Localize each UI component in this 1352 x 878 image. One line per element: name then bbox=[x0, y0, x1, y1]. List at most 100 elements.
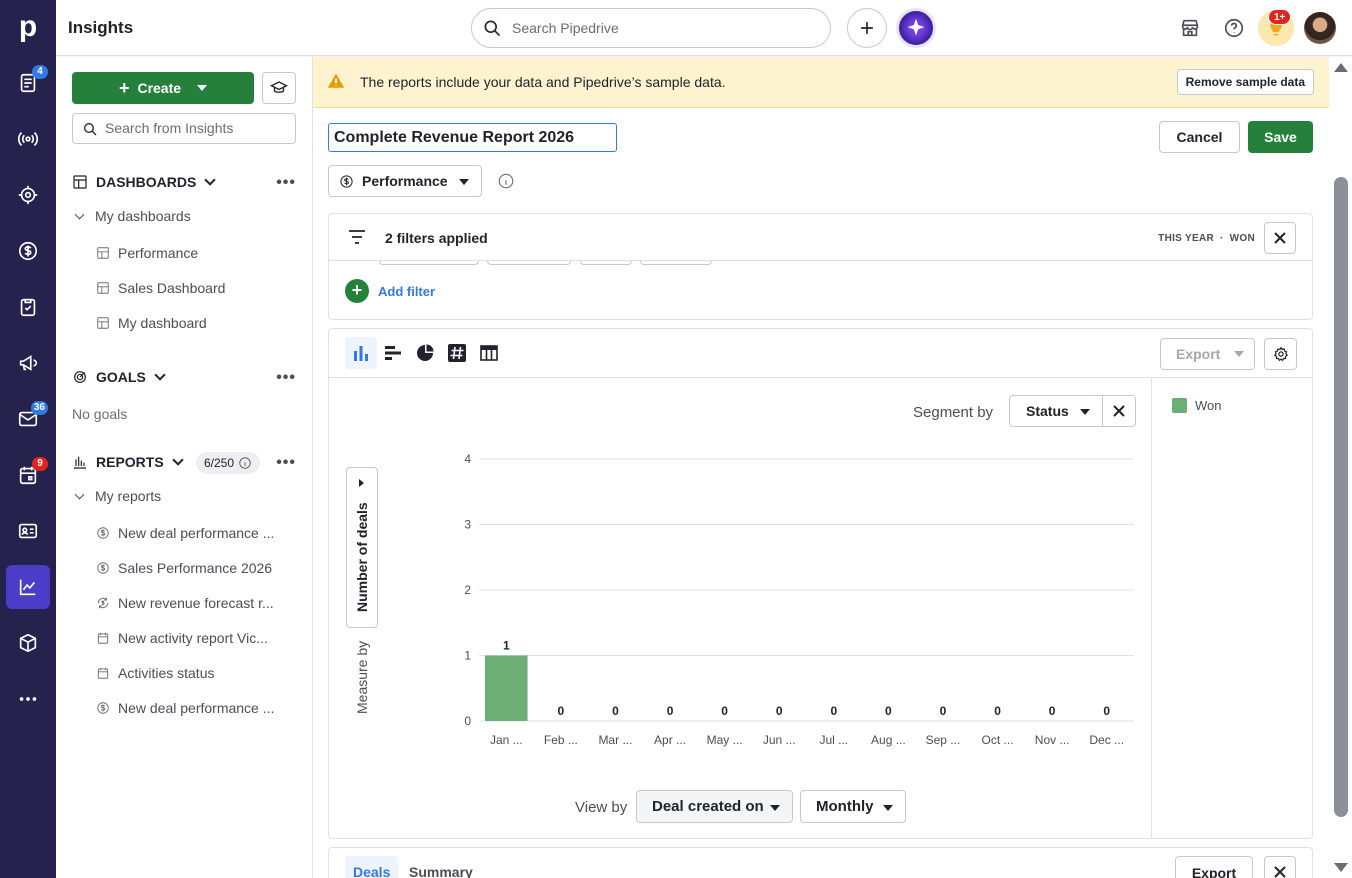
goals-section-header[interactable]: GOALS ••• bbox=[72, 367, 296, 387]
chart-type-bar[interactable] bbox=[377, 337, 409, 369]
rail-campaigns[interactable] bbox=[6, 341, 50, 385]
rail-deals-list[interactable]: 4 bbox=[6, 61, 50, 105]
goals-heading: GOALS bbox=[96, 369, 146, 385]
sidebar-item-dashboard[interactable]: Sales Dashboard bbox=[96, 273, 296, 303]
rail-more[interactable] bbox=[6, 677, 50, 721]
dashboards-section-header[interactable]: DASHBOARDS ••• bbox=[72, 172, 296, 192]
rail-mail[interactable]: 36 bbox=[6, 397, 50, 441]
table-export-button[interactable]: Export bbox=[1175, 856, 1253, 878]
top-bar: Insights Search Pipedrive 1+ bbox=[56, 0, 1352, 56]
rail-leads[interactable] bbox=[6, 117, 50, 161]
dollar-icon bbox=[340, 174, 353, 188]
scroll-thumb[interactable] bbox=[1334, 177, 1348, 817]
scroll-down-arrow-icon[interactable] bbox=[1334, 863, 1348, 872]
view-by-label: View by bbox=[575, 799, 628, 816]
sidebar-item-label: Performance bbox=[118, 245, 199, 261]
data-label: 0 bbox=[776, 704, 783, 718]
filter-panel-header[interactable]: 2 filters applied THIS YEAR · WON bbox=[329, 214, 1312, 261]
caret-down-icon bbox=[1234, 351, 1245, 357]
chart-type-table[interactable] bbox=[473, 337, 505, 369]
sidebar-item-report[interactable]: Activities status bbox=[96, 658, 296, 688]
info-icon[interactable] bbox=[497, 172, 515, 190]
target-icon bbox=[18, 185, 38, 205]
cancel-button[interactable]: Cancel bbox=[1159, 121, 1240, 153]
data-label: 1 bbox=[503, 639, 510, 653]
chevron-down-icon bbox=[204, 174, 217, 186]
add-filter-label: Add filter bbox=[378, 283, 436, 299]
sidebar-item-dashboard[interactable]: My dashboard bbox=[96, 308, 296, 338]
help-button[interactable] bbox=[1220, 14, 1248, 42]
sidebar-item-dashboard[interactable]: Performance bbox=[96, 238, 296, 268]
gear-icon bbox=[1273, 346, 1288, 362]
column-chart-icon bbox=[354, 346, 368, 361]
learn-button[interactable] bbox=[262, 72, 296, 104]
chart-settings-button[interactable] bbox=[1264, 338, 1297, 370]
my-dashboards-toggle[interactable]: My dashboards bbox=[74, 208, 191, 224]
ai-assistant-button[interactable] bbox=[896, 8, 936, 48]
rail-deals[interactable] bbox=[6, 229, 50, 273]
plus-icon: + bbox=[118, 77, 130, 98]
remove-sample-data-button[interactable]: Remove sample data bbox=[1176, 69, 1314, 95]
quick-add-button[interactable] bbox=[847, 8, 887, 48]
close-icon bbox=[1274, 866, 1286, 878]
x-tick-label: Jul ... bbox=[819, 733, 848, 747]
scroll-up-arrow-icon[interactable] bbox=[1334, 63, 1348, 72]
sidebar-item-report[interactable]: Sales Performance 2026 bbox=[96, 553, 296, 583]
banner-message: The reports include your data and Pipedr… bbox=[360, 74, 726, 90]
sidebar-item-report[interactable]: New activity report Vic... bbox=[96, 623, 296, 653]
x-tick-label: Feb ... bbox=[544, 733, 578, 747]
rail-calendar[interactable]: 9 bbox=[6, 453, 50, 497]
rail-activities[interactable] bbox=[6, 285, 50, 329]
my-reports-toggle[interactable]: My reports bbox=[74, 488, 161, 504]
close-results-button[interactable] bbox=[1264, 856, 1296, 878]
marketplace-button[interactable] bbox=[1176, 14, 1204, 42]
rail-target[interactable] bbox=[6, 173, 50, 217]
insights-search-input[interactable]: Search from Insights bbox=[72, 113, 296, 144]
goals-more-button[interactable]: ••• bbox=[276, 369, 296, 386]
chart-type-pie[interactable] bbox=[409, 337, 441, 369]
plus-circle-icon: + bbox=[345, 279, 369, 303]
pipedrive-logo[interactable]: p bbox=[18, 10, 38, 43]
interval-select[interactable]: Monthly bbox=[800, 790, 906, 823]
bar-chart-icon bbox=[385, 346, 401, 360]
view-by-select[interactable]: Deal created on bbox=[636, 790, 793, 823]
page-scrollbar[interactable] bbox=[1329, 57, 1352, 878]
sidebar-item-report[interactable]: New revenue forecast r... bbox=[96, 588, 296, 618]
collapse-filters-button[interactable] bbox=[1264, 222, 1296, 254]
user-avatar[interactable] bbox=[1304, 12, 1336, 44]
chart-type-column[interactable] bbox=[345, 337, 377, 369]
x-tick-label: Aug ... bbox=[871, 733, 906, 747]
chart-panel: Export Segment by Status Number of deals… bbox=[328, 328, 1313, 839]
dashboards-more-button[interactable]: ••• bbox=[276, 174, 296, 191]
sidebar-item-report[interactable]: New deal performance ... bbox=[96, 518, 296, 548]
rail-insights[interactable] bbox=[6, 565, 50, 609]
report-type-select[interactable]: Performance bbox=[328, 165, 482, 197]
clear-segment-button[interactable] bbox=[1102, 395, 1136, 427]
global-search-placeholder: Search Pipedrive bbox=[512, 20, 619, 36]
bar bbox=[485, 655, 528, 721]
chart-type-scorecard[interactable] bbox=[441, 337, 473, 369]
tab-summary[interactable]: Summary bbox=[409, 864, 473, 878]
info-icon[interactable] bbox=[238, 456, 252, 470]
calendar-icon bbox=[19, 466, 37, 485]
legend-item[interactable]: Won bbox=[1172, 398, 1222, 413]
add-filter-button[interactable]: + Add filter bbox=[345, 279, 435, 303]
segment-by-select[interactable]: Status bbox=[1009, 395, 1103, 427]
measure-by-select[interactable] bbox=[346, 467, 378, 628]
tab-deals[interactable]: Deals bbox=[345, 856, 399, 878]
reports-section-header[interactable]: REPORTS ••• bbox=[72, 452, 296, 472]
caret-down-icon bbox=[770, 805, 780, 811]
chevron-down-icon bbox=[74, 489, 85, 499]
save-button[interactable]: Save bbox=[1248, 121, 1313, 153]
my-dashboards-label: My dashboards bbox=[95, 208, 191, 224]
sidebar-item-label: Activities status bbox=[118, 665, 215, 681]
sidebar-item-report[interactable]: New deal performance ... bbox=[96, 693, 296, 723]
report-name-input[interactable]: Complete Revenue Report 2026 bbox=[328, 123, 617, 152]
reports-more-button[interactable]: ••• bbox=[276, 454, 296, 471]
rail-products[interactable] bbox=[6, 621, 50, 665]
notifications-badge: 1+ bbox=[1268, 9, 1292, 25]
global-search-input[interactable]: Search Pipedrive bbox=[471, 8, 831, 48]
rail-contacts[interactable] bbox=[6, 509, 50, 553]
chart-export-button[interactable]: Export bbox=[1160, 338, 1255, 370]
create-button[interactable]: + Create bbox=[72, 72, 254, 104]
